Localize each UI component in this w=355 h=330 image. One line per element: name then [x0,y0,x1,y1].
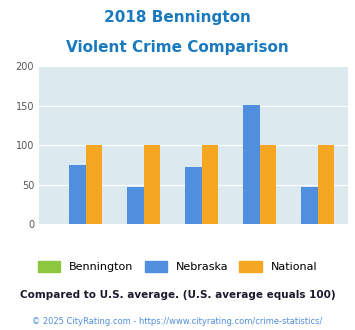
Bar [202,145,218,224]
Text: Violent Crime Comparison: Violent Crime Comparison [66,40,289,54]
Bar [301,187,318,224]
Bar [143,145,160,224]
Bar [86,145,102,224]
Text: Compared to U.S. average. (U.S. average equals 100): Compared to U.S. average. (U.S. average … [20,290,335,300]
Bar [185,167,202,224]
Text: © 2025 CityRating.com - https://www.cityrating.com/crime-statistics/: © 2025 CityRating.com - https://www.city… [32,317,323,326]
Text: 2018 Bennington: 2018 Bennington [104,10,251,25]
Bar [260,145,276,224]
Bar [244,105,260,224]
Legend: Bennington, Nebraska, National: Bennington, Nebraska, National [33,256,322,277]
Bar [127,187,143,224]
Bar [318,145,334,224]
Bar [69,165,86,224]
